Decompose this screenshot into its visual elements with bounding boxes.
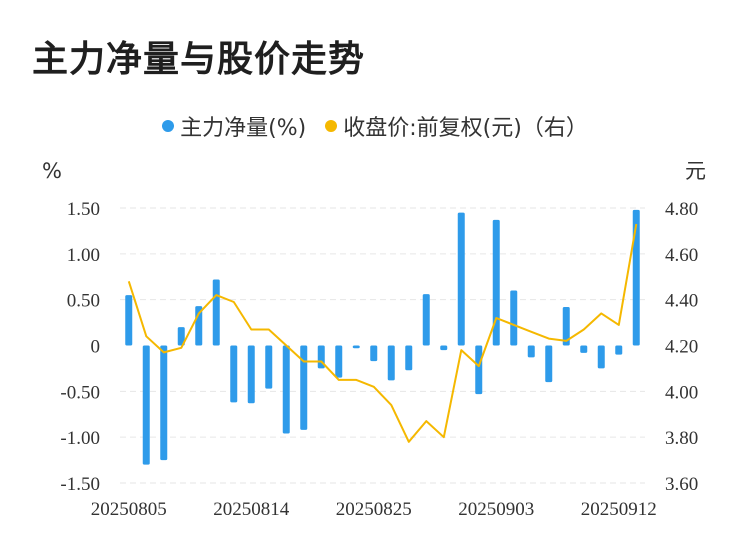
y-left-tick-label: 1.50 (67, 199, 100, 220)
net-volume-bar (125, 295, 133, 346)
net-volume-bar (492, 219, 500, 346)
y-right-tick-label: 3.80 (665, 428, 698, 449)
net-volume-bar (195, 306, 203, 346)
net-volume-bar (352, 345, 360, 349)
legend-label-close-price: 收盘价:前复权(元)（右） (343, 116, 588, 141)
net-volume-bar (335, 345, 343, 378)
y-right-tick-label: 4.60 (665, 245, 698, 266)
legend-label-net-volume: 主力净量(%) (180, 116, 307, 141)
y-right-tick-label: 4.40 (665, 291, 698, 312)
net-volume-bar (422, 294, 430, 346)
net-volume-bar (597, 345, 605, 369)
net-volume-bar (317, 345, 325, 369)
net-volume-bar (160, 345, 168, 461)
x-tick-label: 20250814 (213, 499, 290, 520)
net-volume-bar (632, 209, 640, 346)
y-left-tick-label: -0.50 (60, 382, 100, 403)
net-volume-bar (247, 345, 255, 404)
net-volume-bar (510, 290, 518, 346)
net-volume-bar (562, 307, 570, 346)
net-volume-bar (580, 345, 588, 353)
net-volume-bar (282, 345, 290, 434)
net-volume-bar (142, 345, 150, 465)
net-volume-bar (615, 345, 623, 355)
net-volume-bar (212, 279, 220, 346)
net-volume-bar (387, 345, 395, 381)
y-right-tick-label: 4.80 (665, 199, 698, 220)
net-volume-bar (265, 345, 273, 389)
net-volume-bar (300, 345, 308, 430)
net-volume-bar (440, 345, 448, 351)
x-tick-label: 20250805 (91, 499, 167, 520)
net-volume-bar (457, 212, 465, 346)
x-tick-label: 20250825 (336, 499, 412, 520)
left-axis-unit: % (42, 159, 62, 183)
legend-dot-bar (162, 120, 175, 132)
y-right-tick-label: 4.00 (665, 382, 698, 403)
legend-item-close-price: 收盘价:前复权(元)（右） (325, 110, 588, 142)
net-volume-bar (545, 345, 553, 383)
net-volume-bar (230, 345, 238, 403)
chart-title: 主力净量与股价走势 (32, 39, 366, 80)
y-right-tick-label: 4.20 (665, 337, 698, 358)
legend-item-net-volume: 主力净量(%) (162, 110, 306, 142)
x-tick-label: 20250912 (581, 499, 657, 520)
close-price-line (127, 223, 638, 443)
net-volume-bar (370, 345, 378, 362)
right-axis-unit: 元 (685, 159, 706, 183)
y-right-tick-label: 3.60 (665, 474, 698, 495)
net-volume-bar (527, 345, 535, 358)
x-tick-label: 20250903 (458, 499, 534, 520)
y-left-tick-label: 0.50 (67, 291, 100, 312)
legend: 主力净量(%) 收盘价:前复权(元)（右） (0, 110, 750, 142)
y-left-tick-label: -1.00 (60, 428, 100, 449)
legend-dot-line (325, 120, 338, 132)
y-left-tick-label: 1.00 (67, 245, 100, 266)
net-volume-bar (405, 345, 413, 371)
y-left-tick-label: 0 (91, 337, 101, 358)
y-left-tick-label: -1.50 (60, 474, 100, 495)
net-volume-bar (177, 327, 185, 346)
net-volume-bar (475, 345, 483, 395)
